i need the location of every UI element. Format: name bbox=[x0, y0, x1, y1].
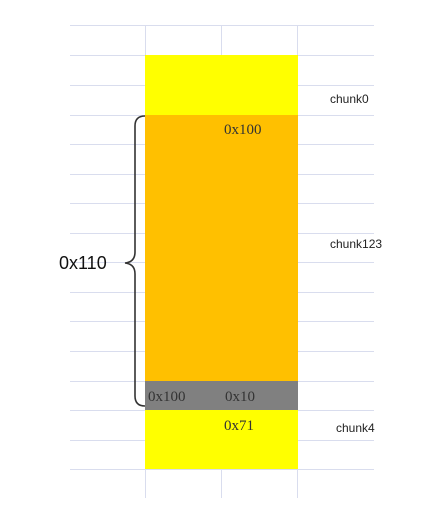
chunk4-header-size-label: 0x10 bbox=[225, 389, 255, 405]
chunk4-header-block bbox=[145, 381, 298, 410]
curly-brace bbox=[124, 115, 146, 407]
brace-size-label: 0x110 bbox=[59, 253, 107, 273]
chunk4-block bbox=[145, 410, 298, 469]
chunk4-size-label: 0x71 bbox=[224, 418, 254, 434]
chunk123-label: chunk123 bbox=[330, 237, 382, 251]
chunk4-label: chunk4 bbox=[336, 421, 375, 435]
chunk4-prev-size-label: 0x100 bbox=[148, 389, 186, 405]
chunk123-block bbox=[145, 115, 298, 381]
chunk0-block bbox=[145, 55, 298, 115]
chunk123-size-label: 0x100 bbox=[224, 122, 262, 138]
chunk0-label: chunk0 bbox=[330, 92, 369, 106]
